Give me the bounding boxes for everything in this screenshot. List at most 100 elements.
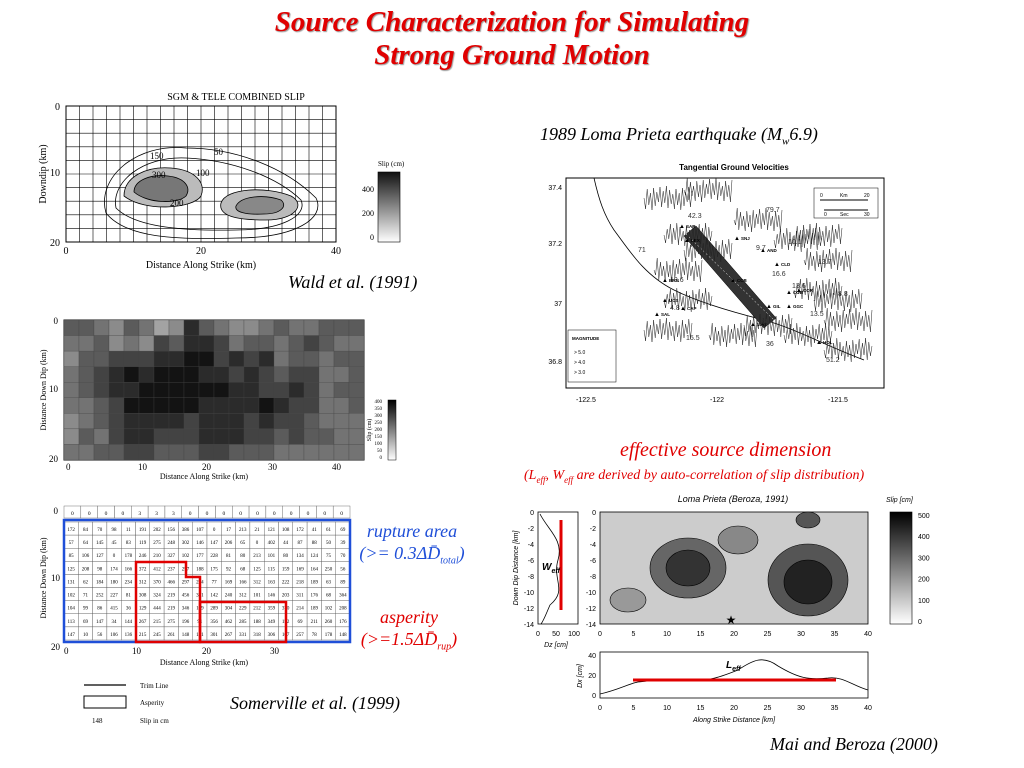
fig3-cell-value: 86 <box>97 607 103 612</box>
fig3-cell-value: 148 <box>339 633 347 638</box>
fig3-cell-value: 234 <box>125 580 133 585</box>
fig3-cell-value: 106 <box>110 633 118 638</box>
station-triangle-icon: ▲ <box>760 248 766 254</box>
fig5-ytick: -14 <box>586 622 596 629</box>
fig2-cell <box>123 382 140 398</box>
fig2-cell <box>273 366 290 383</box>
fig5-xtick: 15 <box>697 631 705 638</box>
asperity-label: asperity (>=1.5ΔD̄rup) <box>346 606 472 659</box>
fig3-header-value: 3 <box>138 511 141 517</box>
seismogram-trace <box>663 222 713 248</box>
fig3-cell-value: 196 <box>182 620 190 625</box>
fig3-cell-value: 159 <box>282 567 290 572</box>
fig2-cell <box>348 428 365 445</box>
hypocenter-star-icon: ★ <box>726 613 737 627</box>
fig2-cell <box>273 397 290 414</box>
seismogram-trace <box>743 312 793 338</box>
fig3-cell-value: 372 <box>139 567 147 572</box>
fig2-cell <box>288 335 305 352</box>
fig2-cell <box>213 350 230 367</box>
fig2-cell <box>318 366 335 383</box>
fig2-cell <box>93 397 110 414</box>
fig3-cell-value: 386 <box>182 528 190 533</box>
fig2-cell <box>138 366 155 383</box>
amplitude-label: 19.6 <box>670 277 684 284</box>
rupture-formula-symbol: ΔD̄ <box>416 543 441 563</box>
fig2-cell <box>108 397 125 414</box>
fig3-cell-value: 146 <box>196 541 204 546</box>
fig2-cell <box>153 350 170 367</box>
fig3-cell-value: 261 <box>168 633 176 638</box>
fig2-cell <box>198 413 215 430</box>
magnitude-item-3: > 3.0 <box>574 370 585 376</box>
fig3-cell-value: 370 <box>153 580 161 585</box>
fig3-cell-value: 240 <box>225 594 233 599</box>
fig3-cell-value: 331 <box>239 633 247 638</box>
station-markers: ▲ SAR▲ LEX▲ BRN▲ UCS▲ SAL▲ CAP▲ WAT▲ SNJ▲ AND▲ CLD… <box>654 224 833 346</box>
station-label: HOL <box>823 340 833 345</box>
fig3-cell-value: 144 <box>125 620 133 625</box>
fig3-cell-value: 191 <box>139 528 147 533</box>
fig3-cell-value: 164 <box>311 567 319 572</box>
fig3-cell-value: 56 <box>340 567 346 572</box>
dz-panel <box>537 511 579 625</box>
seismogram-trace <box>683 177 733 203</box>
fig3-cell-value: 87 <box>297 541 303 546</box>
fig2-cell <box>93 444 110 461</box>
station-label: CCB <box>737 278 747 283</box>
station-triangle-icon: ▲ <box>786 290 792 296</box>
fig3-cell-value: 77 <box>212 580 218 585</box>
fig1-contours <box>104 147 319 239</box>
fig2-cell <box>168 397 185 414</box>
fig3-header-value: 0 <box>323 511 326 517</box>
fig1-ytick-0: 0 <box>55 102 60 113</box>
fig3-cell-value: 64 <box>83 541 89 546</box>
fig3-cell-value: 172 <box>67 528 75 533</box>
fig3-cell-value: 245 <box>153 633 161 638</box>
slide-title: Source Characterization for Simulating S… <box>0 6 1024 72</box>
fig3-cell-value: 166 <box>239 580 247 585</box>
fig3-cell-value: 184 <box>96 580 104 585</box>
fig3-cell-value: 70 <box>97 528 103 533</box>
fig2-cell <box>138 319 155 336</box>
fig2-cell <box>228 350 245 367</box>
fig2-cell <box>228 335 245 352</box>
fig2-cell <box>318 350 335 367</box>
fig2-colorbar-tick: 350 <box>375 407 383 412</box>
fig2-cell <box>153 319 170 336</box>
fig2-cell <box>183 413 200 430</box>
fig4-xtick-2: -122 <box>710 397 724 404</box>
asperity-formula-pre: (>=1.5 <box>360 629 414 649</box>
dz-label: Dz [cm] <box>544 642 569 649</box>
scale-km-start: 0 <box>820 193 823 199</box>
fig3-header-value: 0 <box>307 511 310 517</box>
seismogram-trace <box>823 337 873 363</box>
contour-label-200: 200 <box>170 198 184 208</box>
fig2-cell <box>243 335 260 352</box>
fig3-cell-value: 34 <box>112 620 118 625</box>
fig3-cell-value: 98 <box>112 528 118 533</box>
fig1-cbar-200: 200 <box>362 209 374 218</box>
fig2-cell <box>258 428 275 445</box>
fig5-colorbar-tick: 200 <box>918 577 930 584</box>
effective-source-title: effective source dimension <box>620 439 832 461</box>
contour-label-150: 150 <box>150 151 164 161</box>
mai-beroza-citation: Mai and Beroza (2000) <box>770 734 938 754</box>
fig2-cell <box>288 428 305 445</box>
mai-beroza-figure: Loma Prieta (Beroza, 1991) Slip [cm] Wef… <box>513 494 930 724</box>
fig3-cell-value: 88 <box>312 541 318 546</box>
contour-label-100: 100 <box>196 168 210 178</box>
fig2-cell <box>273 413 290 430</box>
fig2-cell <box>258 444 275 461</box>
dz-tick-50: 50 <box>552 631 560 638</box>
fig3-cell-value: 213 <box>239 528 247 533</box>
seismogram-trace <box>708 322 758 348</box>
fig2-cell <box>153 413 170 430</box>
fig2-cell <box>243 444 260 461</box>
fig2-cells <box>63 319 365 461</box>
fig2-cell <box>318 335 335 352</box>
fig2-cell <box>333 350 350 367</box>
scale-box <box>813 187 879 219</box>
fig5-title: Loma Prieta (Beroza, 1991) <box>678 494 789 504</box>
